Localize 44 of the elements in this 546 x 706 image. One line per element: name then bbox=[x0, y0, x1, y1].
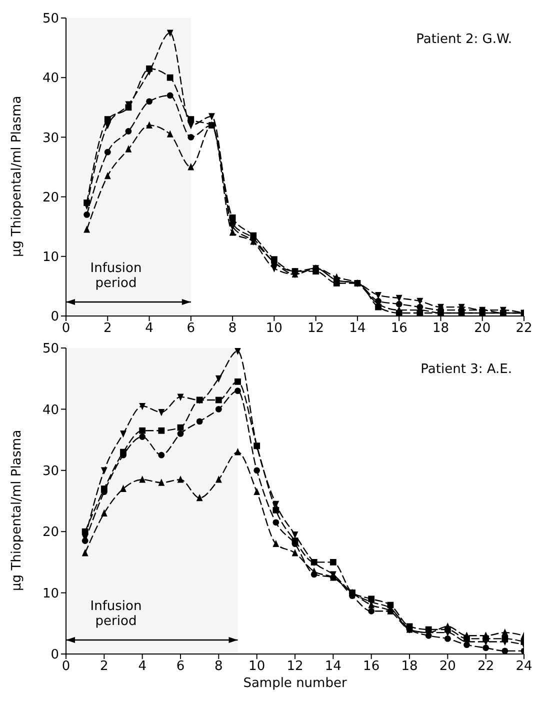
y-tick-label: 20 bbox=[42, 190, 59, 206]
x-tick-label: 8 bbox=[228, 321, 237, 336]
x-tick-label: 18 bbox=[432, 321, 449, 336]
x-tick-label: 2 bbox=[100, 659, 108, 674]
x-axis-title: Sample number bbox=[242, 676, 348, 691]
y-tick-label: 50 bbox=[42, 342, 59, 357]
x-tick-label: 0 bbox=[62, 321, 70, 336]
x-tick-label: 14 bbox=[349, 321, 366, 336]
y-tick-label: 30 bbox=[42, 130, 59, 146]
x-tick-label: 4 bbox=[138, 659, 146, 674]
x-tick-label: 18 bbox=[401, 659, 418, 674]
band-label: Infusion period bbox=[90, 599, 142, 629]
y-tick-label: 40 bbox=[42, 71, 59, 86]
x-tick-label: 22 bbox=[516, 321, 532, 336]
x-tick-label: 6 bbox=[186, 321, 196, 336]
y-tick-label: 10 bbox=[42, 250, 59, 266]
x-tick-label: 2 bbox=[103, 321, 112, 336]
x-tick-label: 12 bbox=[308, 321, 324, 336]
y-tick-label: 50 bbox=[42, 12, 59, 27]
x-tick-label: 22 bbox=[478, 659, 494, 674]
x-tick-label: 6 bbox=[176, 659, 185, 674]
x-tick-label: 12 bbox=[286, 659, 304, 674]
y-axis-title: µg Thiopental/ml Plasma bbox=[10, 430, 25, 591]
band-label: Infusion period bbox=[90, 261, 142, 291]
x-tick-label: 20 bbox=[474, 321, 491, 336]
y-tick-label: 30 bbox=[42, 464, 59, 480]
x-tick-label: 10 bbox=[266, 321, 282, 336]
x-tick-label: 10 bbox=[248, 659, 266, 674]
annotation: Patient 2: G.W. bbox=[416, 32, 512, 47]
y-axis-title: µg Thiopental/ml Plasma bbox=[10, 96, 25, 257]
y-tick-label: 10 bbox=[42, 586, 59, 602]
x-tick-label: 24 bbox=[516, 659, 532, 674]
y-tick-label: 40 bbox=[42, 402, 59, 418]
x-tick-label: 16 bbox=[390, 321, 408, 336]
x-tick-label: 8 bbox=[214, 659, 223, 674]
x-tick-label: 20 bbox=[439, 659, 456, 674]
x-tick-label: 4 bbox=[145, 321, 154, 336]
y-tick-label: 0 bbox=[50, 648, 59, 663]
x-tick-label: 14 bbox=[324, 659, 342, 674]
y-tick-label: 0 bbox=[50, 310, 59, 325]
y-tick-label: 20 bbox=[42, 525, 59, 540]
x-tick-label: 0 bbox=[62, 659, 70, 674]
annotation: Patient 3: A.E. bbox=[420, 362, 512, 377]
x-tick-label: 16 bbox=[363, 659, 380, 674]
